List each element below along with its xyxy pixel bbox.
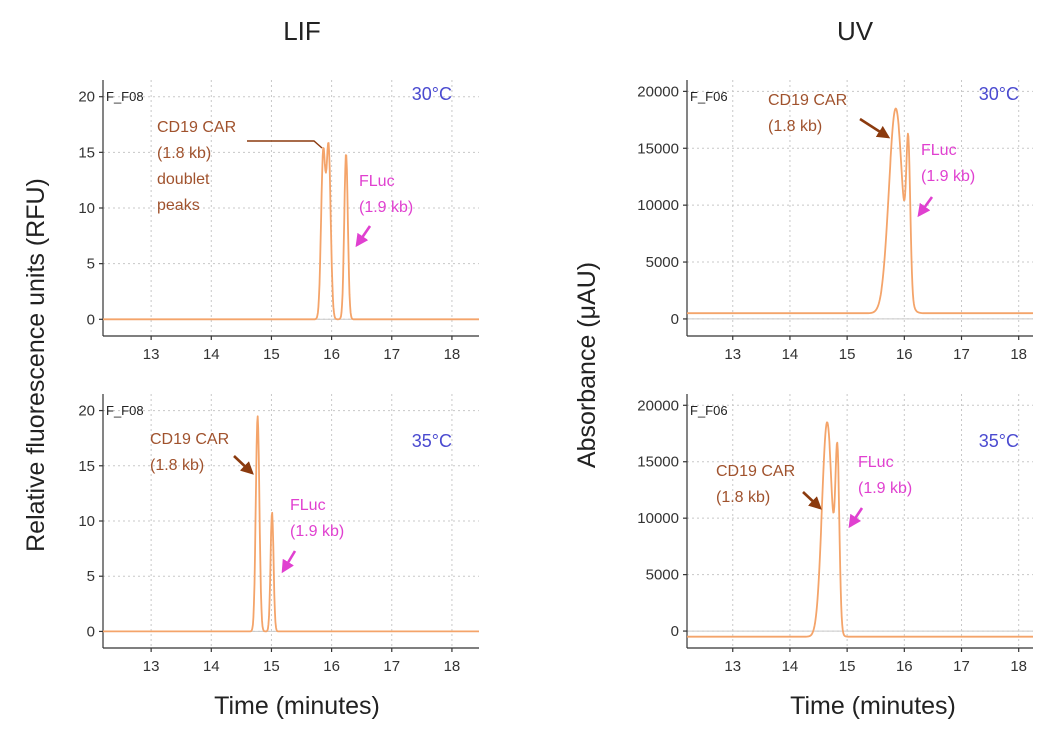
x-tick-label: 15 (263, 346, 280, 363)
x-tick-label: 16 (896, 658, 913, 675)
fluc-arrow (917, 196, 934, 218)
electropherogram-trace (686, 107, 1034, 315)
fluc-annotation: FLuc (290, 497, 326, 514)
x-tick-label: 15 (839, 346, 856, 363)
x-tick-label: 13 (724, 346, 741, 363)
y-tick-label: 0 (671, 623, 679, 640)
fluc-annotation: (1.9 kb) (858, 480, 912, 497)
y-tick-label: 15 (78, 144, 95, 161)
x-tick-label: 18 (444, 658, 461, 675)
y-tick-label: 20 (78, 89, 95, 106)
fluc-annotation: FLuc (858, 454, 894, 471)
uv-30c-panel: 13 14 15 16 17 18 0 5000 10000 15000 20000 F_F06 30°… (637, 80, 1034, 363)
well-label: F_F08 (106, 89, 144, 104)
fluc-annotation: (1.9 kb) (290, 523, 344, 540)
x-tick-label: 13 (724, 658, 741, 675)
y-tick-label: 15000 (637, 454, 679, 471)
temperature-label: 30°C (412, 84, 452, 104)
x-tick-label: 18 (1010, 346, 1027, 363)
x-tick-label: 18 (1010, 658, 1027, 675)
x-tick-label: 18 (444, 346, 461, 363)
y-tick-label: 20000 (637, 397, 679, 414)
x-tick-label: 17 (383, 658, 400, 675)
cd19-car-annotation: peaks (157, 197, 200, 214)
uv-x-axis-label: Time (minutes) (790, 692, 956, 720)
fluc-arrow (355, 225, 372, 248)
cd19-car-annotation: CD19 CAR (157, 119, 236, 136)
cd19-car-annotation: doublet (157, 171, 210, 188)
y-tick-label: 10 (78, 513, 95, 530)
uv-column-title: UV (837, 16, 874, 46)
y-tick-label: 5000 (646, 567, 679, 584)
cd19-car-annotation: CD19 CAR (716, 463, 795, 480)
y-tick-label: 10000 (637, 510, 679, 527)
lif-x-axis-label: Time (minutes) (214, 692, 380, 720)
fluc-annotation: FLuc (359, 173, 395, 190)
temperature-label: 30°C (979, 84, 1019, 104)
lif-35c-panel: 13 14 15 16 17 18 0 5 10 15 20 F_F08 35°C CD19 CAR (1.… (78, 394, 480, 675)
electropherogram-trace (102, 415, 480, 633)
temperature-label: 35°C (979, 431, 1019, 451)
y-tick-label: 10 (78, 200, 95, 217)
x-tick-label: 16 (323, 346, 340, 363)
cd19-car-annotation: CD19 CAR (150, 431, 229, 448)
x-tick-label: 14 (782, 658, 799, 675)
x-tick-label: 17 (953, 658, 970, 675)
x-tick-label: 13 (143, 658, 160, 675)
electropherogram-trace (686, 421, 1034, 638)
y-tick-label: 15 (78, 458, 95, 475)
cd19-car-annotation: (1.8 kb) (768, 118, 822, 135)
x-tick-label: 17 (953, 346, 970, 363)
lif-y-axis-label: Relative fluorescence units (RFU) (22, 178, 50, 552)
y-tick-label: 0 (87, 623, 95, 640)
y-tick-label: 20000 (637, 83, 679, 100)
y-tick-label: 5 (87, 256, 95, 273)
uv-35c-panel: 13 14 15 16 17 18 0 5000 10000 15000 20000 F_F06 35°… (637, 394, 1034, 675)
x-tick-label: 14 (203, 658, 220, 675)
cd19-car-arrow (233, 455, 254, 475)
temperature-label: 35°C (412, 431, 452, 451)
cd19-car-arrow (859, 117, 891, 139)
y-tick-label: 0 (671, 311, 679, 328)
x-tick-label: 16 (896, 346, 913, 363)
cd19-car-annotation: CD19 CAR (768, 92, 847, 109)
cd19-car-annotation: (1.8 kb) (157, 145, 211, 162)
x-tick-label: 13 (143, 346, 160, 363)
lif-30c-panel: 13 14 15 16 17 18 0 5 10 15 20 F_F08 30°C CD19 CAR (1.… (78, 80, 480, 363)
well-label: F_F08 (106, 403, 144, 418)
well-label: F_F06 (690, 403, 728, 418)
x-tick-label: 14 (782, 346, 799, 363)
x-tick-label: 14 (203, 346, 220, 363)
fluc-annotation: FLuc (921, 142, 957, 159)
x-tick-label: 15 (263, 658, 280, 675)
uv-y-axis-label: Absorbance (μAU) (573, 262, 601, 468)
fluc-arrow (281, 550, 297, 574)
x-tick-label: 15 (839, 658, 856, 675)
cd19-car-annotation: (1.8 kb) (150, 457, 204, 474)
y-tick-label: 20 (78, 403, 95, 420)
y-tick-label: 5000 (646, 254, 679, 271)
cd19-car-arrow (802, 491, 822, 510)
lif-column-title: LIF (283, 16, 321, 46)
fluc-arrow (848, 507, 864, 529)
well-label: F_F06 (690, 89, 728, 104)
y-tick-label: 10000 (637, 197, 679, 214)
y-tick-label: 15000 (637, 140, 679, 157)
cd19-car-annotation: (1.8 kb) (716, 489, 770, 506)
x-tick-label: 17 (383, 346, 400, 363)
fluc-annotation: (1.9 kb) (359, 199, 413, 216)
fluc-annotation: (1.9 kb) (921, 168, 975, 185)
y-tick-label: 0 (87, 311, 95, 328)
y-tick-label: 5 (87, 568, 95, 585)
cd19-car-leader-line (247, 140, 323, 149)
electropherogram-trace (102, 142, 480, 321)
x-tick-label: 16 (323, 658, 340, 675)
